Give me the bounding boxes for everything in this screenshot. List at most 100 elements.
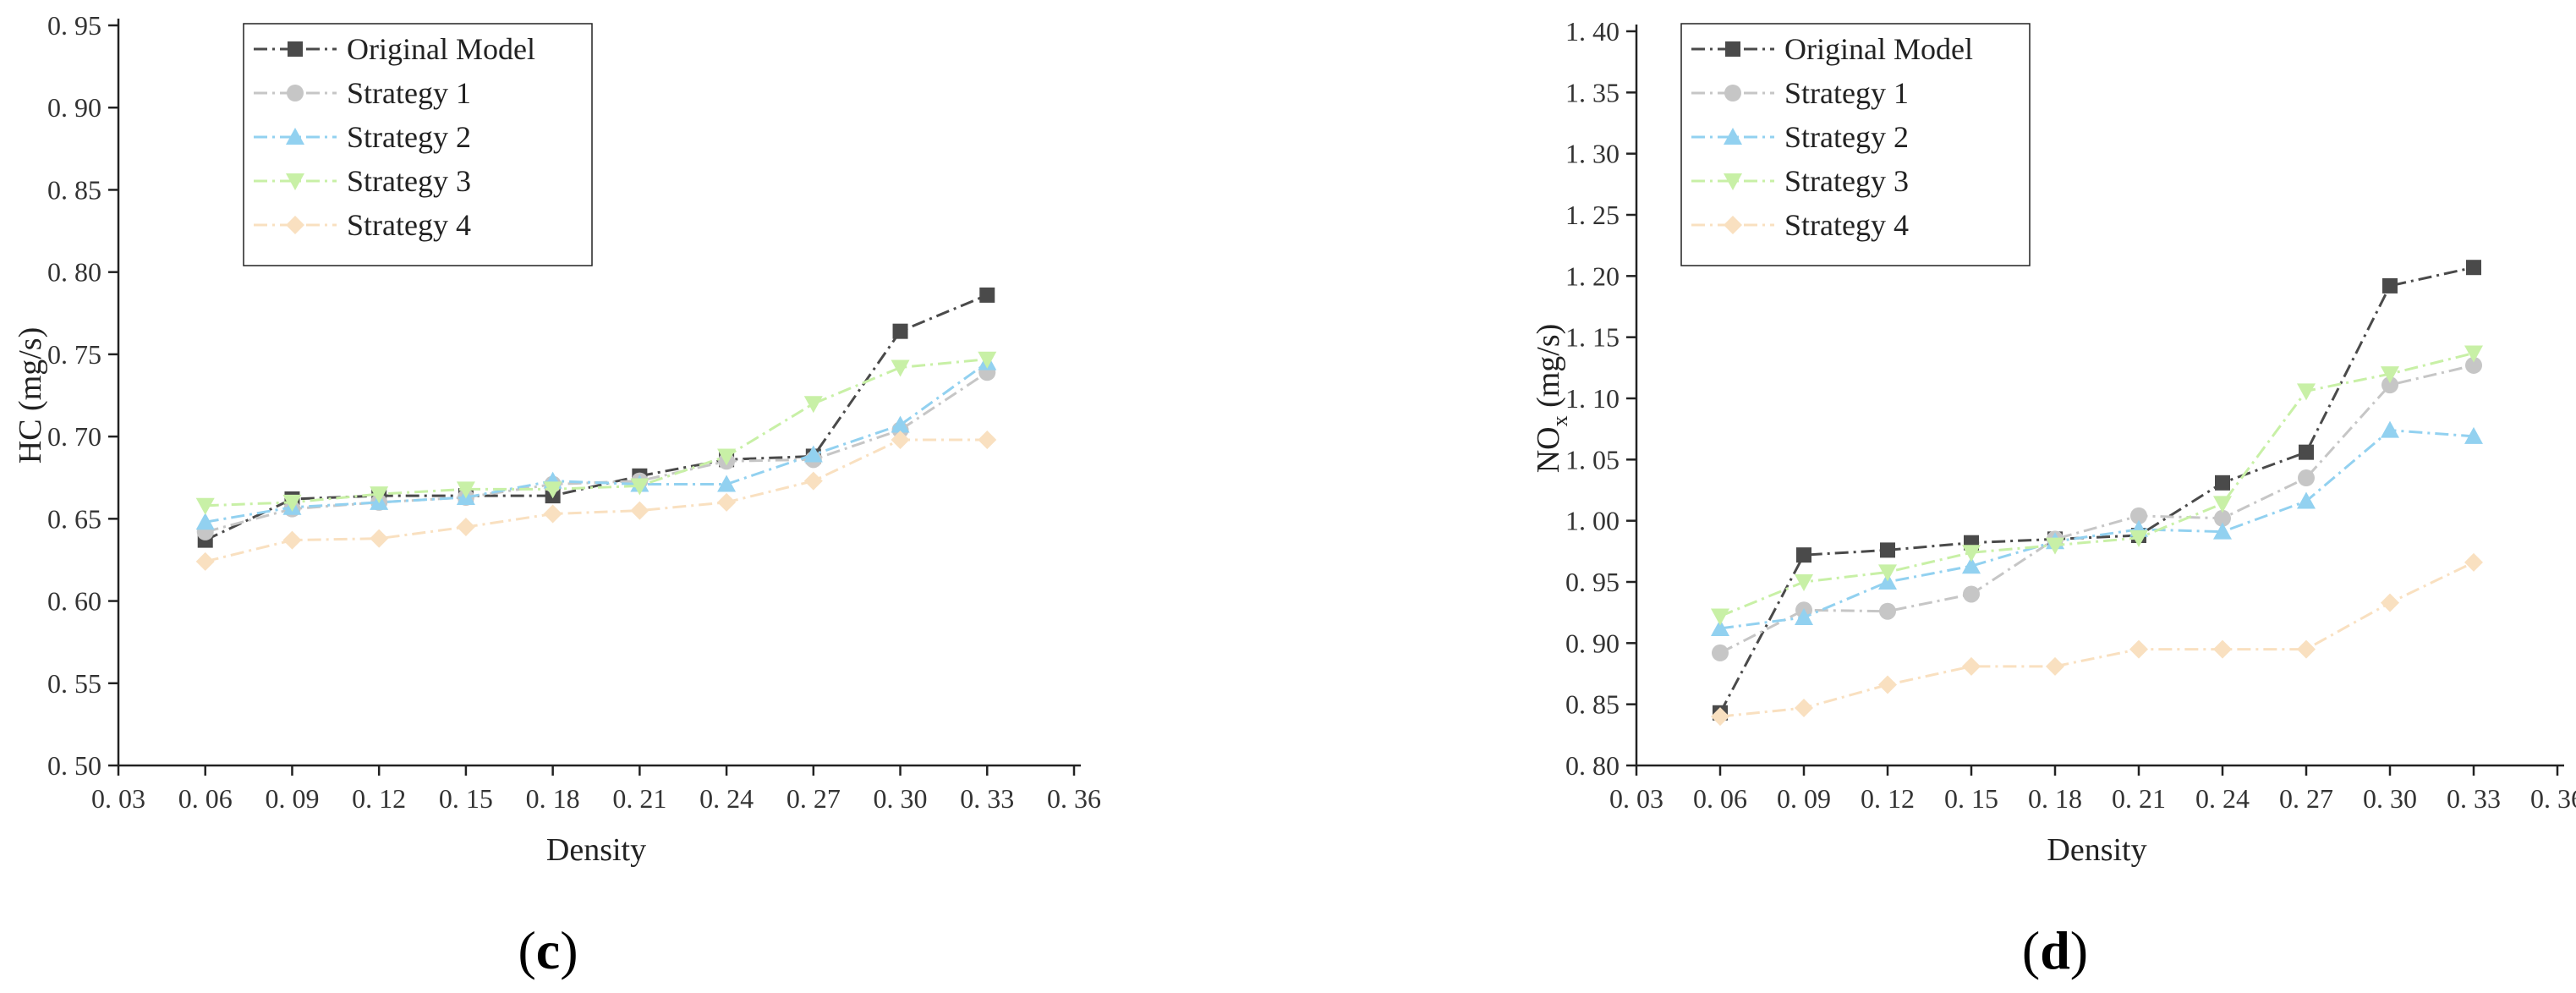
x-tick-label: 0. 03 bbox=[91, 783, 145, 814]
series-line-strategy-3 bbox=[205, 358, 988, 507]
x-tick-label: 0. 15 bbox=[1944, 783, 1998, 814]
data-point-original-model bbox=[1796, 547, 1811, 563]
legend-marker-strategy-1 bbox=[287, 85, 304, 101]
y-tick-label: 1. 20 bbox=[1565, 261, 1620, 291]
x-tick-label: 0. 27 bbox=[2279, 783, 2333, 814]
data-point-strategy-3 bbox=[803, 396, 823, 414]
x-tick-label: 0. 36 bbox=[2530, 783, 2576, 814]
legend-marker-strategy-2 bbox=[286, 128, 304, 145]
legend-marker-strategy-4 bbox=[286, 216, 304, 234]
data-point-strategy-1 bbox=[2214, 509, 2231, 527]
data-point-original-model bbox=[892, 323, 908, 339]
data-point-strategy-3 bbox=[370, 486, 389, 504]
data-point-strategy-4 bbox=[282, 530, 302, 550]
legend-marker-strategy-3 bbox=[1724, 173, 1742, 190]
x-tick-label: 0. 06 bbox=[178, 783, 233, 814]
y-tick-label: 0. 85 bbox=[1565, 689, 1620, 720]
data-point-strategy-3 bbox=[2297, 383, 2316, 401]
data-point-strategy-1 bbox=[1879, 602, 1896, 620]
data-point-strategy-4 bbox=[2297, 639, 2316, 659]
data-point-strategy-2 bbox=[717, 475, 737, 492]
data-point-strategy-2 bbox=[2381, 420, 2399, 438]
data-point-strategy-1 bbox=[2130, 507, 2147, 524]
data-point-strategy-1 bbox=[1712, 644, 1729, 661]
data-point-strategy-3 bbox=[978, 351, 997, 369]
data-point-strategy-2 bbox=[1962, 557, 1981, 574]
data-point-strategy-4 bbox=[1795, 699, 1813, 718]
x-tick-label: 0. 06 bbox=[1693, 783, 1747, 814]
x-tick-label: 0. 27 bbox=[787, 783, 841, 814]
y-tick-label: 0. 50 bbox=[47, 750, 101, 781]
data-point-strategy-3 bbox=[1878, 564, 1897, 582]
x-tick-label: 0. 12 bbox=[1861, 783, 1915, 814]
data-point-strategy-4 bbox=[1711, 707, 1729, 727]
chart-panel-c: 0. 50 0. 55 0. 60 0. 65 0. 70 0. 75 0. 80 0. 85… bbox=[13, 10, 1101, 980]
data-point-strategy-4 bbox=[2464, 552, 2483, 572]
legend-label-strategy-2: Strategy 2 bbox=[347, 120, 471, 154]
panel-label: (c) bbox=[518, 920, 578, 980]
data-point-strategy-3 bbox=[891, 359, 910, 377]
y-tick-label: 1. 35 bbox=[1565, 77, 1620, 107]
x-axis-title: Density bbox=[2047, 832, 2146, 868]
x-tick-label: 0. 03 bbox=[1609, 783, 1663, 814]
x-tick-label: 0. 30 bbox=[874, 783, 928, 814]
data-point-original-model bbox=[2299, 444, 2314, 460]
x-tick-label: 0. 09 bbox=[1777, 783, 1831, 814]
data-point-strategy-2 bbox=[803, 445, 823, 463]
data-point-strategy-2 bbox=[891, 415, 910, 433]
legend-marker-original-model bbox=[288, 41, 303, 57]
legend-label-original-model: Original Model bbox=[1784, 32, 1973, 66]
y-tick-label: 0. 60 bbox=[47, 586, 101, 617]
data-point-strategy-3 bbox=[543, 481, 562, 499]
y-tick-label: 1. 05 bbox=[1565, 444, 1620, 475]
data-point-strategy-4 bbox=[803, 471, 823, 491]
chart-panel-d: 0. 80 0. 85 0. 90 0. 95 1. 00 1. 05 1. 10 1. 15… bbox=[1531, 16, 2576, 980]
y-tick-label: 0. 90 bbox=[47, 92, 101, 123]
series-line-strategy-4 bbox=[1719, 561, 2475, 718]
data-point-strategy-1 bbox=[2465, 356, 2482, 374]
x-tick-label: 0. 24 bbox=[699, 783, 754, 814]
data-point-original-model bbox=[979, 287, 995, 303]
y-axis-title: HC (mg/s) bbox=[13, 327, 48, 464]
y-tick-label: 0. 75 bbox=[47, 339, 101, 370]
legend-label-strategy-1: Strategy 1 bbox=[1784, 76, 1909, 110]
y-tick-label: 1. 15 bbox=[1565, 322, 1620, 353]
data-point-strategy-3 bbox=[2381, 366, 2399, 384]
legend-marker-original-model bbox=[1725, 41, 1740, 57]
x-tick-label: 0. 12 bbox=[352, 783, 406, 814]
data-point-original-model bbox=[2382, 277, 2398, 294]
data-point-strategy-1 bbox=[1963, 585, 1980, 603]
data-point-strategy-3 bbox=[2129, 529, 2148, 547]
data-point-strategy-3 bbox=[282, 494, 302, 512]
data-point-strategy-4 bbox=[1962, 656, 1981, 676]
data-point-strategy-3 bbox=[1962, 545, 1981, 562]
legend-marker-strategy-3 bbox=[286, 173, 304, 190]
x-tick-label: 0. 18 bbox=[2028, 783, 2082, 814]
x-tick-label: 0. 18 bbox=[526, 783, 580, 814]
series-line-strategy-1 bbox=[1719, 364, 2475, 655]
data-point-original-model bbox=[2466, 260, 2481, 276]
data-point-strategy-4 bbox=[630, 501, 649, 520]
x-tick-label: 0. 33 bbox=[2447, 783, 2501, 814]
y-axis-title: NOx (mg/s) bbox=[1531, 324, 1572, 474]
data-point-original-model bbox=[1880, 542, 1895, 558]
y-tick-label: 0. 80 bbox=[47, 257, 101, 288]
data-point-strategy-3 bbox=[1795, 574, 1813, 591]
y-tick-label: 1. 25 bbox=[1565, 200, 1620, 230]
legend-label-strategy-4: Strategy 4 bbox=[1784, 208, 1909, 242]
legend-marker-strategy-1 bbox=[1724, 85, 1741, 101]
legend-label-strategy-4: Strategy 4 bbox=[347, 208, 471, 242]
data-point-strategy-2 bbox=[1711, 618, 1729, 636]
series-line-strategy-2 bbox=[205, 361, 989, 524]
x-axis-title: Density bbox=[546, 832, 646, 868]
y-tick-label: 1. 30 bbox=[1565, 139, 1620, 169]
data-point-strategy-4 bbox=[978, 431, 997, 449]
data-point-strategy-3 bbox=[456, 481, 475, 499]
data-point-strategy-2 bbox=[2464, 426, 2483, 444]
y-tick-label: 0. 85 bbox=[47, 174, 101, 205]
panel-label: (d) bbox=[2022, 920, 2088, 980]
y-tick-label: 0. 55 bbox=[47, 668, 101, 699]
series-line-strategy-3 bbox=[1719, 352, 2475, 617]
data-point-strategy-4 bbox=[2381, 593, 2399, 612]
